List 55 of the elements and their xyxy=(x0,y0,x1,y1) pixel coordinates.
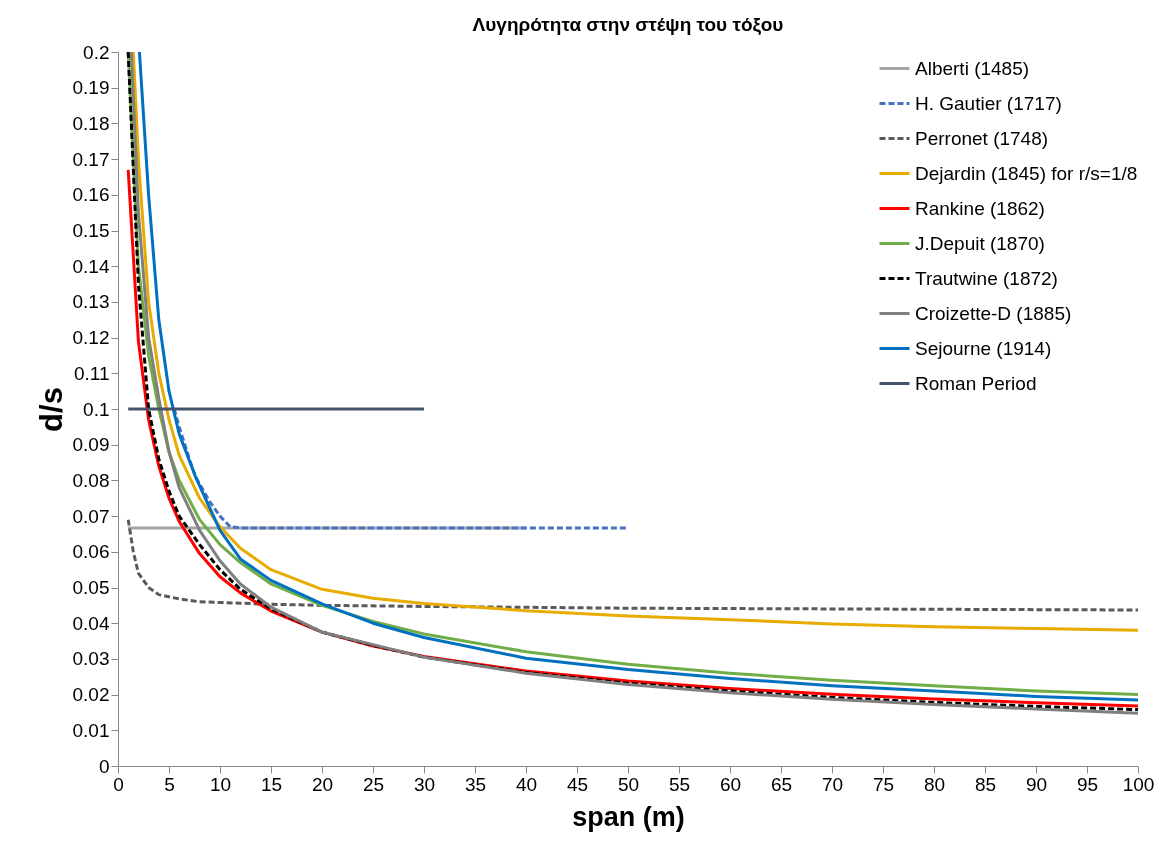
legend-label: Dejardin (1845) for r/s=1/8 xyxy=(915,162,1138,184)
x-tick-label: 55 xyxy=(668,773,691,795)
y-tick-label: 0.05 xyxy=(72,577,110,598)
y-tick-label: 0.09 xyxy=(72,434,110,456)
y-tick-label: 0.2 xyxy=(83,41,110,63)
y-tick-label: 0.18 xyxy=(72,112,110,134)
y-tick-label: 0.14 xyxy=(72,255,110,277)
y-tick-label: 0.07 xyxy=(72,505,110,527)
x-tick-label: 20 xyxy=(311,773,334,795)
x-tick-label: 100 xyxy=(1122,773,1155,795)
y-tick-label: 0.06 xyxy=(72,541,110,563)
y-tick-label: 0.11 xyxy=(73,362,110,384)
x-tick-label: 15 xyxy=(260,773,283,795)
y-tick-label: 0.13 xyxy=(72,291,110,313)
x-tick-label: 0 xyxy=(113,773,124,795)
y-tick-label: 0.08 xyxy=(72,469,110,491)
y-tick-label: 0.17 xyxy=(72,148,110,170)
legend-label: Rankine (1862) xyxy=(915,197,1045,219)
x-tick-label: 40 xyxy=(515,773,538,795)
y-axis-title: d/s xyxy=(33,387,69,432)
y-tick-label: 0.19 xyxy=(72,77,110,99)
x-tick-label: 65 xyxy=(770,773,793,795)
y-tick-label: 0.15 xyxy=(72,220,110,241)
chart-title: Λυγηρότητα στην στέψη του τόξου xyxy=(472,14,784,36)
x-tick-label: 75 xyxy=(872,773,895,795)
x-tick-label: 60 xyxy=(719,773,742,795)
legend-label: Alberti (1485) xyxy=(915,57,1030,79)
x-tick-label: 45 xyxy=(566,773,589,795)
x-tick-label: 50 xyxy=(617,773,640,795)
y-tick-label: 0.12 xyxy=(72,327,110,349)
x-tick-label: 25 xyxy=(362,773,385,795)
x-tick-label: 90 xyxy=(1025,773,1048,795)
legend-label: H. Gautier (1717) xyxy=(915,92,1062,114)
y-tick-label: 0.04 xyxy=(72,612,110,634)
x-tick-label: 80 xyxy=(923,773,946,795)
y-tick-label: 0 xyxy=(98,755,110,777)
x-tick-label: 35 xyxy=(464,773,487,795)
x-tick-label: 85 xyxy=(974,773,997,795)
x-tick-label: 95 xyxy=(1076,773,1099,795)
legend-label: J.Depuit (1870) xyxy=(915,232,1045,254)
x-tick-label: 10 xyxy=(209,773,232,795)
legend-label: Roman Period xyxy=(915,372,1037,394)
legend-label: Croizette-D (1885) xyxy=(915,302,1072,324)
y-tick-label: 0.03 xyxy=(72,648,110,670)
legend-label: Sejourne (1914) xyxy=(915,337,1052,359)
y-tick-label: 0.16 xyxy=(72,184,110,206)
x-tick-label: 30 xyxy=(413,773,436,795)
y-tick-label: 0.1 xyxy=(83,398,110,420)
y-tick-label: 0.02 xyxy=(72,684,110,706)
x-tick-label: 5 xyxy=(164,773,175,795)
x-axis-title: span (m) xyxy=(572,801,685,832)
legend-label: Trautwine (1872) xyxy=(915,267,1058,289)
x-tick-label: 70 xyxy=(821,773,844,795)
legend-label: Perronet (1748) xyxy=(915,127,1049,149)
y-tick-label: 0.01 xyxy=(72,719,110,741)
